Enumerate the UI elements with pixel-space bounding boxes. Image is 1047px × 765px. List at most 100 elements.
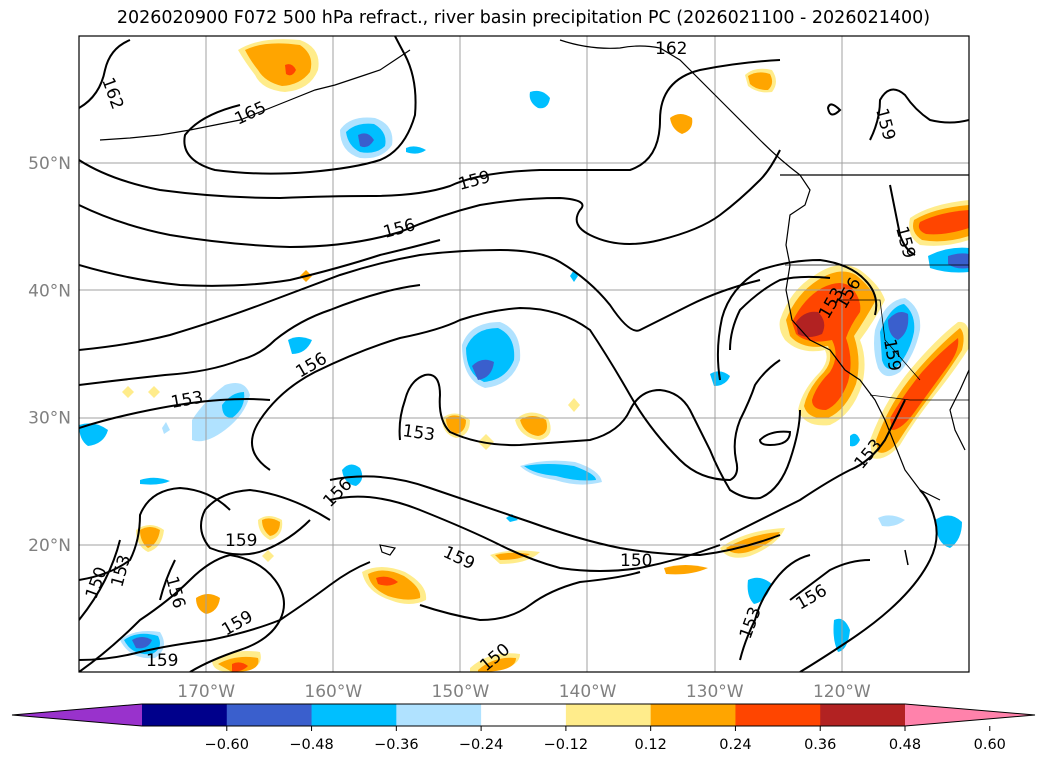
contour-line (79, 539, 121, 621)
colorbar-outline (11, 703, 1036, 727)
colorbar-segment (565, 704, 652, 726)
precip-negative-patch (747, 577, 772, 604)
contour-line (419, 571, 641, 622)
colorbar-segment (650, 704, 736, 726)
precip-negative-patch (878, 515, 905, 527)
contour-line (719, 399, 906, 541)
contour-label: 162 (655, 39, 687, 59)
contour-line (79, 59, 781, 200)
precip-negative-patch (935, 515, 962, 548)
contour-line (329, 495, 721, 572)
contour-line (79, 553, 285, 672)
contour-line (79, 39, 131, 109)
contour-line (739, 554, 811, 661)
precip-negative-patch (342, 464, 363, 486)
contour-line (79, 398, 271, 429)
precip-positive-patch (245, 43, 312, 86)
precip-positive-patch (376, 576, 398, 586)
longitude-label: 150°W (432, 682, 490, 702)
map-title: 2026020900 F072 500 hPa refract., river … (116, 8, 931, 28)
precip-positive-patch (568, 398, 580, 412)
precip-positive-patch (748, 72, 773, 90)
contour-line (79, 486, 231, 581)
latitude-labels: 50°N 40°N 30°N 20°N (28, 154, 71, 556)
state-border (840, 299, 921, 381)
contour-line (869, 88, 969, 141)
precip-negative-patch (888, 312, 909, 340)
contour-line (251, 306, 781, 482)
mexico-coast (949, 369, 969, 451)
contour-line (789, 559, 871, 601)
precip-positive-patch (262, 518, 280, 536)
precip-positive-patch (232, 662, 248, 672)
hawaii-islands (379, 544, 397, 556)
colorbar-tick-label: 0.48 (889, 737, 921, 753)
latitude-label: 50°N (28, 154, 71, 174)
contour-line (329, 475, 781, 557)
precip-positive-patch (140, 527, 160, 548)
colorbar-segment (311, 704, 397, 726)
coastlines (99, 39, 969, 566)
precip-positive-patch (664, 565, 708, 575)
colorbar-tick-label: −0.12 (544, 737, 588, 753)
precip-positive-patch (196, 594, 220, 614)
precip-negative-patch (524, 464, 596, 481)
contour-label: 150 (620, 551, 652, 571)
precip-positive-patch (918, 210, 969, 235)
contour-line (79, 561, 371, 661)
latitude-label: 30°N (28, 409, 71, 429)
colorbar-tick-label: −0.48 (289, 737, 333, 753)
precip-positive-patch (796, 311, 825, 337)
contour-line (889, 184, 916, 256)
contour-line (159, 559, 176, 601)
colorbar-segment (396, 704, 482, 726)
precip-negative-patch (850, 433, 860, 447)
precip-positive-patch (520, 416, 547, 436)
colorbar-tick-label: −0.24 (459, 737, 503, 753)
contour-label: 159 (225, 531, 257, 551)
colorbar-tick-label: 0.24 (719, 737, 751, 753)
precip-positive-patch (478, 657, 516, 672)
precip-negative-patch (162, 422, 170, 434)
map-layers: 162 165 162 159 156 159 156 153 153 156 … (79, 36, 969, 672)
contour-line (79, 284, 421, 386)
us-mexico-border (869, 394, 969, 401)
longitude-label: 130°W (686, 682, 744, 702)
colorbar-segment (820, 704, 906, 726)
colorbar-tick-label: −0.36 (374, 737, 418, 753)
colorbar-tick-label: −0.60 (205, 737, 249, 753)
contour-line (398, 373, 801, 500)
precip-positive-patch (670, 114, 693, 134)
contour-line (183, 36, 417, 175)
contour-line (799, 489, 938, 672)
precip-negative-patch (132, 637, 152, 649)
colorbar-tick-label: 0.36 (804, 737, 836, 753)
precip-negative-patch (406, 146, 426, 154)
contour-line (826, 103, 842, 116)
map-frame (78, 35, 970, 673)
longitude-label: 160°W (304, 682, 362, 702)
colorbar-segment (735, 704, 821, 726)
contour-line (79, 248, 761, 351)
colorbar-segment (481, 704, 567, 726)
contour-line (200, 488, 331, 556)
aleutian-islands (99, 49, 411, 141)
precip-negative-patch (288, 337, 312, 354)
precip-positive-patch (262, 550, 274, 562)
contour-label: 153 (401, 421, 436, 445)
colorbar-segment (226, 704, 313, 726)
colorbar-extension-max (905, 704, 1035, 726)
precip-positive-patch (148, 386, 160, 398)
colorbar-extension-min (12, 704, 142, 726)
contour-line (79, 149, 781, 249)
precip-negative-patch (529, 90, 550, 109)
precip-negative-patch (140, 477, 170, 485)
precip-positive-patch (890, 338, 959, 430)
longitude-label: 140°W (559, 682, 617, 702)
north-america-coast (559, 39, 941, 501)
map-panel (79, 36, 969, 672)
precip-negative-patch (472, 359, 494, 380)
contour-line (758, 430, 792, 447)
